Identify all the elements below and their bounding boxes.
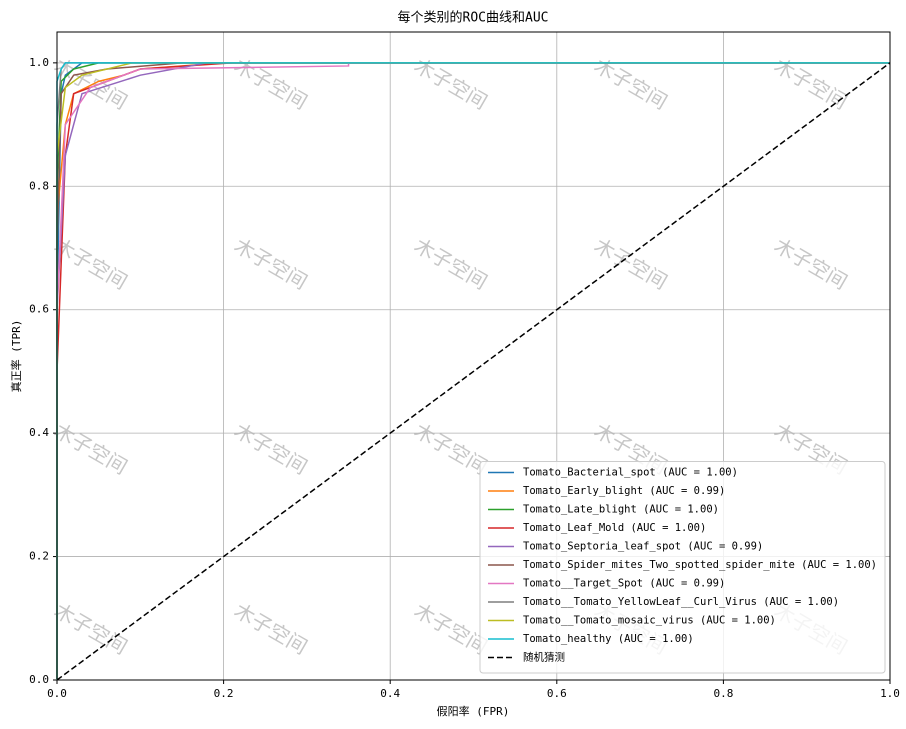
- y-tick-label: 0.0: [29, 673, 49, 686]
- watermark: 木子空间: [50, 418, 131, 479]
- legend: Tomato_Bacterial_spot (AUC = 1.00) Tomato…: [479, 461, 886, 674]
- chart-title: 每个类别的ROC曲线和AUC: [398, 10, 549, 26]
- legend-label: Tomato__Target_Spot (AUC = 0.99): [523, 578, 725, 590]
- x-tick-label: 0.2: [214, 687, 234, 700]
- watermark: 木子空间: [230, 233, 311, 294]
- x-tick-label: 0.4: [380, 687, 400, 700]
- y-tick-label: 1.0: [29, 56, 49, 69]
- watermark: 木子空间: [770, 233, 851, 294]
- legend-box: [479, 461, 886, 674]
- x-axis-label: 假阳率 (FPR): [437, 704, 510, 718]
- legend-label: Tomato_Leaf_Mold (AUC = 1.00): [523, 522, 706, 534]
- y-axis-label: 真正率 (TPR): [9, 320, 23, 393]
- legend-label: Tomato__Tomato_mosaic_virus (AUC = 1.00): [523, 615, 776, 627]
- legend-label: 随机猜测: [523, 651, 565, 664]
- y-tick-label: 0.4: [29, 426, 49, 439]
- legend-label: Tomato_Septoria_leaf_spot (AUC = 0.99): [523, 541, 763, 553]
- y-tick-label: 0.8: [29, 179, 49, 192]
- x-tick-label: 0.0: [47, 687, 67, 700]
- legend-label: Tomato_Late_blight (AUC = 1.00): [523, 504, 719, 516]
- watermark: 木子空间: [50, 598, 131, 659]
- watermark: 木子空间: [410, 418, 491, 479]
- legend-label: Tomato_Spider_mites_Two_spotted_spider_m…: [523, 559, 877, 571]
- roc-line: [56, 62, 891, 681]
- y-tick-label: 0.2: [29, 550, 49, 563]
- plot-frame: [56, 31, 891, 681]
- watermark: 木子空间: [410, 598, 491, 659]
- legend-label: Tomato_healthy (AUC = 1.00): [523, 633, 694, 645]
- legend-label: Tomato__Tomato_YellowLeaf__Curl_Virus (A…: [523, 596, 839, 608]
- watermark: 木子空间: [230, 598, 311, 659]
- x-tick-label: 1.0: [880, 687, 900, 700]
- y-tick-label: 0.6: [29, 303, 49, 316]
- legend-label: Tomato_Bacterial_spot (AUC = 1.00): [523, 467, 738, 479]
- legend-label: Tomato_Early_blight (AUC = 0.99): [523, 485, 725, 497]
- watermark: 木子空间: [590, 233, 671, 294]
- watermark: 木子空间: [230, 418, 311, 479]
- watermark: 木子空间: [410, 233, 491, 294]
- x-tick-label: 0.6: [547, 687, 567, 700]
- x-tick-label: 0.8: [713, 687, 733, 700]
